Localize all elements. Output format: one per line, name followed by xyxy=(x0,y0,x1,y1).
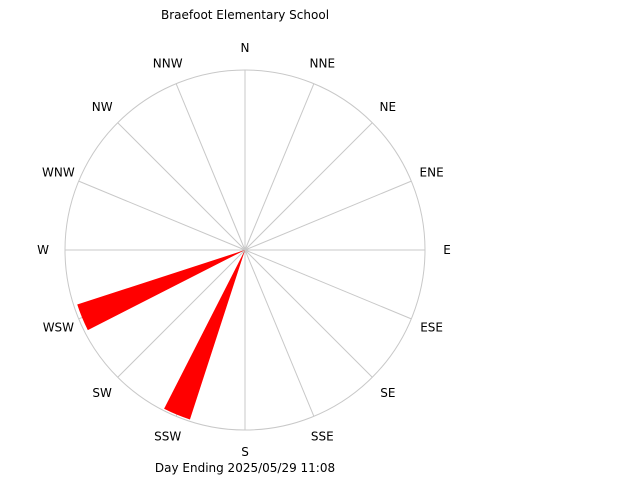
petal-ssw xyxy=(164,250,245,420)
direction-label-nw: NW xyxy=(92,100,113,114)
grid-spoke-sse xyxy=(244,249,315,417)
direction-label-ne: NE xyxy=(380,100,397,114)
direction-labels: N NNE NE ENE E ESE SE SSE S SSW SW WSW W WNW NW NNW xyxy=(37,41,451,459)
direction-label-ene: ENE xyxy=(420,166,444,180)
grid-spoke-sw xyxy=(117,249,246,378)
grid-spoke-ene xyxy=(244,180,412,251)
direction-label-nnw: NNW xyxy=(153,56,183,70)
direction-label-w: W xyxy=(37,243,49,257)
direction-label-nne: NNE xyxy=(310,56,336,70)
direction-label-s: S xyxy=(241,445,249,459)
chart-title: Braefoot Elementary School xyxy=(161,8,329,22)
direction-label-sse: SSE xyxy=(311,430,334,444)
grid-spoke-nne xyxy=(244,83,315,251)
direction-label-wsw: WSW xyxy=(43,320,74,334)
grid-spoke-ese xyxy=(244,249,412,320)
direction-label-e: E xyxy=(443,243,451,257)
petals xyxy=(77,250,245,420)
direction-label-ese: ESE xyxy=(420,320,443,334)
grid-spoke-ne xyxy=(244,122,373,251)
grid-spoke-nw xyxy=(117,122,246,251)
petal-wsw xyxy=(77,250,245,331)
direction-label-wnw: WNW xyxy=(42,166,75,180)
chart-footer: Day Ending 2025/05/29 11:08 xyxy=(155,461,335,475)
direction-label-sw: SW xyxy=(92,386,112,400)
direction-label-se: SE xyxy=(380,386,395,400)
direction-label-ssw: SSW xyxy=(154,430,181,444)
grid-spoke-se xyxy=(244,249,373,378)
direction-label-n: N xyxy=(241,41,250,55)
grid-spoke-nnw xyxy=(175,83,246,251)
grid-spoke-wnw xyxy=(78,180,246,251)
